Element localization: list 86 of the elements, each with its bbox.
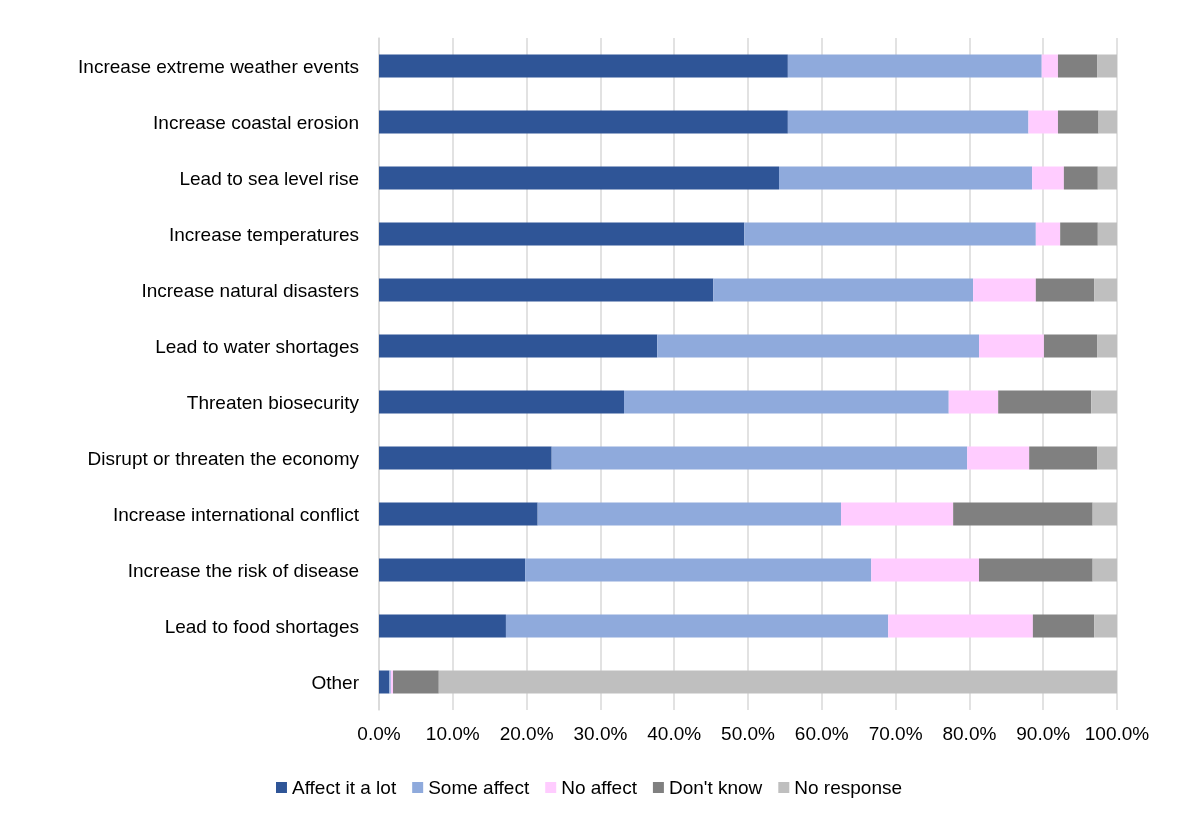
legend-label: Some affect <box>428 777 530 798</box>
x-tick-label: 40.0% <box>647 723 702 744</box>
bar <box>1035 222 1061 246</box>
bar <box>744 222 1036 246</box>
y-tick-label: Increase coastal erosion <box>153 111 359 133</box>
bar <box>973 278 1036 302</box>
bar <box>1097 222 1117 246</box>
bar <box>379 166 779 190</box>
y-tick-label: Increase the risk of disease <box>127 559 359 581</box>
bar <box>624 390 949 414</box>
x-tick-label: 80.0% <box>942 723 997 744</box>
bar <box>379 390 625 414</box>
y-tick-label: Lead to food shortages <box>164 615 359 637</box>
bar <box>379 222 745 246</box>
bar <box>1035 278 1095 302</box>
bar <box>379 446 552 470</box>
bar <box>379 278 714 302</box>
y-tick-label: Lead to water shortages <box>155 335 359 357</box>
bar <box>1094 614 1117 638</box>
bar <box>1063 166 1098 190</box>
bar <box>379 558 526 582</box>
legend-label: Affect it a lot <box>291 777 397 798</box>
y-tick-label: Other <box>311 671 360 693</box>
legend-label: No response <box>794 777 903 798</box>
bar <box>379 670 390 694</box>
x-tick-label: 10.0% <box>425 723 480 744</box>
bar <box>379 54 788 78</box>
x-tick-label: 70.0% <box>868 723 923 744</box>
bar <box>537 502 841 526</box>
bar <box>1041 54 1058 78</box>
bar <box>505 614 889 638</box>
x-tick-label: 60.0% <box>794 723 849 744</box>
bar <box>379 502 538 526</box>
bar <box>1057 54 1098 78</box>
y-tick-label: Increase extreme weather events <box>78 55 359 77</box>
bar <box>953 502 1093 526</box>
x-tick-label: 50.0% <box>721 723 776 744</box>
bar <box>1097 54 1117 78</box>
y-tick-label: Increase natural disasters <box>141 279 359 301</box>
bar <box>1092 502 1117 526</box>
bar <box>871 558 979 582</box>
legend-label: No affect <box>561 777 638 798</box>
bar <box>438 670 1117 694</box>
y-tick-label: Lead to sea level rise <box>179 167 359 189</box>
bar <box>978 558 1093 582</box>
bar <box>657 334 979 358</box>
bar <box>525 558 872 582</box>
bar <box>1097 334 1117 358</box>
bar <box>1060 222 1098 246</box>
bar <box>551 446 968 470</box>
bar <box>998 390 1092 414</box>
bar <box>1098 110 1117 134</box>
bar <box>978 334 1044 358</box>
bar <box>379 334 658 358</box>
bar <box>779 166 1033 190</box>
y-tick-label: Increase temperatures <box>168 223 359 245</box>
bar <box>787 54 1042 78</box>
bar <box>787 110 1029 134</box>
bar <box>1032 614 1095 638</box>
bar <box>1029 446 1098 470</box>
bar <box>1097 446 1117 470</box>
x-tick-label: 30.0% <box>573 723 628 744</box>
bar <box>393 670 439 694</box>
bar <box>1094 278 1117 302</box>
bar <box>888 614 1033 638</box>
bar <box>379 110 788 134</box>
bar <box>1091 390 1117 414</box>
bar <box>967 446 1030 470</box>
bar <box>1097 166 1117 190</box>
x-tick-label: 20.0% <box>499 723 554 744</box>
bar <box>1028 110 1058 134</box>
bar <box>1057 110 1099 134</box>
x-tick-label: 90.0% <box>1016 723 1071 744</box>
x-tick-label: 100.0% <box>1084 723 1150 744</box>
y-tick-label: Increase international conflict <box>112 503 360 525</box>
bar <box>1032 166 1064 190</box>
y-tick-label: Disrupt or threaten the economy <box>87 447 360 469</box>
y-tick-label: Threaten biosecurity <box>186 391 360 413</box>
bar <box>948 390 999 414</box>
legend-label: Don't know <box>668 777 763 798</box>
bar <box>1092 558 1117 582</box>
bar <box>713 278 974 302</box>
x-tick-label: 0.0% <box>357 723 401 744</box>
bar <box>379 614 506 638</box>
bar <box>840 502 954 526</box>
bar <box>1043 334 1098 358</box>
